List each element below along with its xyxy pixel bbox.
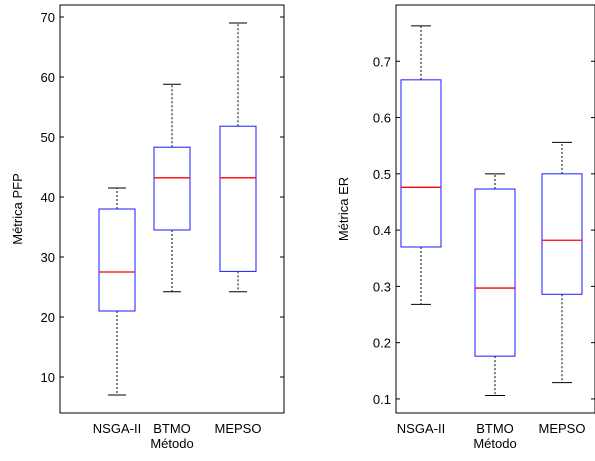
iqr-box — [98, 208, 136, 312]
plot-frame — [395, 4, 595, 414]
iqr-box — [474, 188, 516, 357]
y-tick-label: 20 — [41, 310, 55, 325]
x-axis-label: Método — [473, 436, 516, 451]
y-tick-label: 30 — [41, 250, 55, 265]
x-axis-label: Método — [150, 436, 193, 451]
x-tick-label: MEPSO — [539, 421, 586, 436]
y-tick-label: 60 — [41, 70, 55, 85]
y-tick-label: 40 — [41, 190, 55, 205]
y-tick-label: 0.5 — [373, 167, 391, 182]
y-tick-label: 0.3 — [373, 279, 391, 294]
chart-panel-2: 0.1 0.2 0.3 0.4 0.5 0.6 0.7 Métrica ER NSGA-II BT… — [336, 4, 595, 451]
box-nsga-ii — [98, 187, 136, 396]
y-tick-label: 0.6 — [373, 111, 391, 126]
box-nsga-ii — [400, 25, 442, 305]
iqr-box — [153, 146, 191, 231]
y-tick-label: 0.7 — [373, 54, 391, 69]
y-tick-label: 10 — [41, 370, 55, 385]
x-tick-label: NSGA-II — [397, 421, 445, 436]
box-mepso — [541, 141, 583, 384]
box-btmo — [474, 173, 516, 397]
x-tick-label: BTMO — [153, 421, 191, 436]
box-btmo — [153, 83, 191, 293]
y-tick-label: 70 — [41, 10, 55, 25]
box-mepso — [219, 22, 257, 293]
chart-panel-1: 10 20 30 40 50 60 70 Métrica PFP NSGA-II BTMO MEPS… — [10, 4, 285, 451]
y-axis-label: Métrica ER — [336, 177, 351, 241]
y-tick-label: 0.1 — [373, 392, 391, 407]
y-tick-label: 0.2 — [373, 336, 391, 351]
iqr-box — [400, 79, 442, 248]
iqr-box — [219, 125, 257, 272]
x-tick-label: BTMO — [476, 421, 514, 436]
x-tick-label: NSGA-II — [93, 421, 141, 436]
y-tick-label: 0.4 — [373, 223, 391, 238]
y-tick-label: 50 — [41, 130, 55, 145]
x-tick-label: MEPSO — [215, 421, 262, 436]
y-axis-label: Métrica PFP — [10, 173, 25, 245]
plot-frame — [59, 4, 285, 414]
iqr-box — [541, 173, 583, 295]
